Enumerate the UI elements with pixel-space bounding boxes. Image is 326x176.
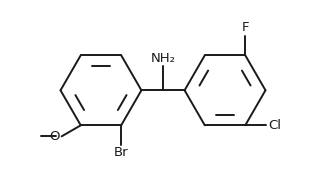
Text: O: O xyxy=(49,130,60,143)
Text: NH₂: NH₂ xyxy=(151,52,175,65)
Text: Br: Br xyxy=(114,146,128,159)
Text: Cl: Cl xyxy=(268,119,281,132)
Text: F: F xyxy=(242,21,249,34)
